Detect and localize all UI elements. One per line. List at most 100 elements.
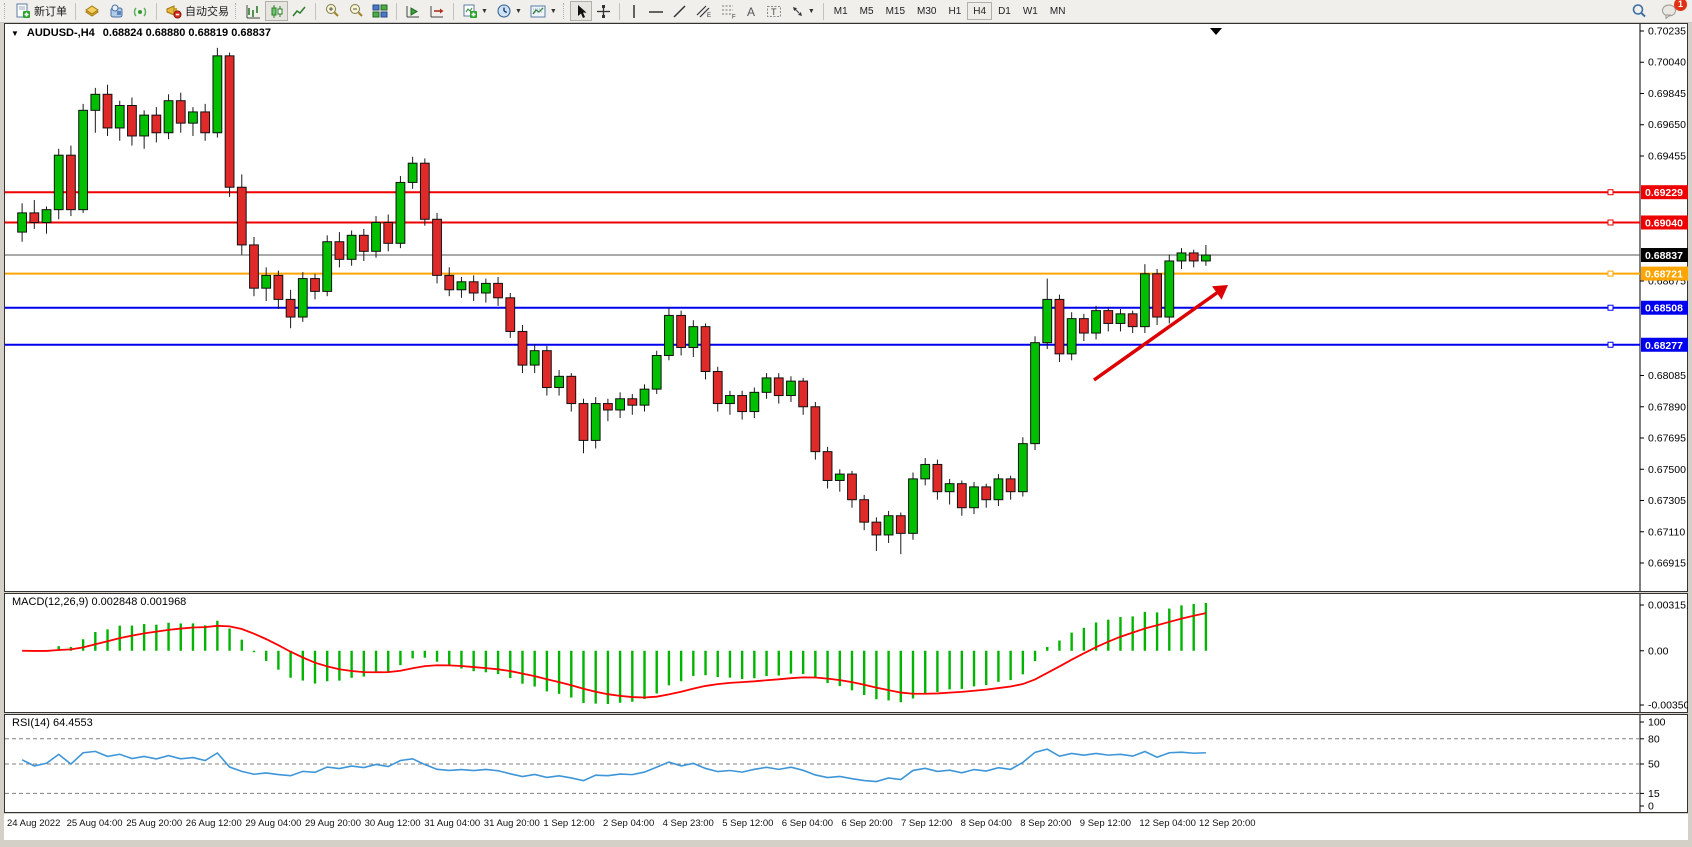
macd-panel[interactable]: MACD(12,26,9) 0.002848 0.001968 0.003151… bbox=[4, 593, 1692, 713]
toolbar-drag-handle[interactable] bbox=[235, 3, 240, 19]
time-axis-label: 30 Aug 12:00 bbox=[364, 818, 421, 829]
tile-windows-icon bbox=[372, 4, 388, 18]
zoom-out-button[interactable] bbox=[344, 1, 368, 21]
svg-text:0.68085: 0.68085 bbox=[1648, 370, 1686, 382]
macd-label: MACD(12,26,9) 0.002848 0.001968 bbox=[12, 596, 186, 608]
crosshair-tool-button[interactable] bbox=[592, 1, 615, 21]
time-axis-label: 26 Aug 12:00 bbox=[185, 818, 242, 829]
tile-windows-button[interactable] bbox=[368, 1, 392, 21]
rsi-name: RSI(14) bbox=[12, 717, 50, 729]
rsi-axis: 100 80 50 150 bbox=[1640, 717, 1666, 813]
chart-shift-button[interactable] bbox=[425, 1, 449, 21]
time-axis-label: 25 Aug 20:00 bbox=[126, 818, 183, 829]
label-tool-button[interactable]: T bbox=[762, 1, 786, 21]
time-axis-label: 7 Sep 12:00 bbox=[901, 818, 953, 829]
line-handle bbox=[1607, 219, 1614, 226]
line-chart-mode-button[interactable] bbox=[288, 1, 311, 21]
chart-collapse-icon[interactable]: ▼ bbox=[11, 28, 19, 38]
auto-scroll-button[interactable] bbox=[401, 1, 425, 21]
time-axis-label: 12 Sep 04:00 bbox=[1139, 818, 1196, 829]
svg-text:0.69455: 0.69455 bbox=[1648, 150, 1686, 162]
arrows-tool-button[interactable]: ▼ bbox=[786, 1, 819, 21]
toolbar-drag-handle[interactable] bbox=[4, 3, 9, 19]
time-axis-label: 6 Sep 04:00 bbox=[781, 818, 834, 829]
templates-button[interactable]: ▼ bbox=[526, 1, 561, 21]
candlestick-icon bbox=[271, 4, 283, 18]
toolbar-drag-handle[interactable] bbox=[562, 3, 568, 19]
timeframe-h4-button[interactable]: H4 bbox=[967, 2, 993, 20]
profile-button[interactable] bbox=[104, 1, 128, 21]
timeframe-w1-button[interactable]: W1 bbox=[1017, 2, 1044, 20]
macd-svg[interactable]: 0.003151 0.00 -0.003509 bbox=[4, 593, 1692, 713]
toolbar-separator bbox=[396, 2, 397, 20]
toolbar: 新订单 自动交易 bbox=[0, 0, 1692, 23]
line-handle bbox=[1607, 189, 1614, 196]
trend-arrow-head bbox=[1212, 285, 1228, 300]
zoom-in-button[interactable] bbox=[320, 1, 344, 21]
new-chart-button[interactable]: ▼ bbox=[458, 1, 492, 21]
text-tool-button[interactable]: A bbox=[741, 1, 762, 21]
vline-tool-button[interactable] bbox=[624, 1, 644, 21]
svg-text:0.70040: 0.70040 bbox=[1648, 57, 1686, 69]
time-axis-label: 1 Sep 12:00 bbox=[543, 818, 595, 829]
signals-button[interactable] bbox=[128, 1, 152, 21]
macd-values: 0.002848 0.001968 bbox=[91, 596, 187, 608]
bar-chart-icon bbox=[246, 4, 260, 18]
autotrading-button[interactable]: 自动交易 bbox=[161, 1, 233, 21]
svg-text:0.003151: 0.003151 bbox=[1648, 600, 1688, 612]
trendline-tool-button[interactable] bbox=[668, 1, 691, 21]
market-watch-button[interactable] bbox=[80, 1, 104, 21]
megaphone-icon bbox=[166, 5, 182, 19]
timeframe-mn-button[interactable]: MN bbox=[1044, 2, 1072, 20]
rsi-label: RSI(14) 64.4553 bbox=[12, 717, 93, 729]
timeframe-m30-button[interactable]: M30 bbox=[911, 2, 942, 20]
channel-tool-button[interactable]: E bbox=[691, 1, 716, 21]
line-handle bbox=[1607, 270, 1614, 277]
periods-button[interactable]: ▼ bbox=[492, 1, 526, 21]
dropdown-caret: ▼ bbox=[807, 7, 815, 15]
time-axis[interactable]: 24 Aug 2022 25 Aug 04:00 25 Aug 20:00 26 Au… bbox=[4, 814, 1688, 840]
svg-text:0.69650: 0.69650 bbox=[1648, 119, 1686, 131]
time-axis-label: 31 Aug 20:00 bbox=[483, 818, 540, 829]
hline-tool-button[interactable] bbox=[644, 1, 668, 21]
svg-text:0.67110: 0.67110 bbox=[1648, 526, 1685, 538]
search-button[interactable] bbox=[1627, 1, 1651, 21]
rsi-panel[interactable]: RSI(14) 64.4553 100 80 50 15 0 bbox=[4, 714, 1688, 813]
notifications-button[interactable]: 1 bbox=[1657, 0, 1687, 21]
rsi-svg[interactable]: 100 80 50 150 bbox=[4, 714, 1688, 813]
horizontal-line-icon bbox=[648, 10, 663, 13]
timeframe-m1-button[interactable]: M1 bbox=[828, 2, 854, 20]
macd-name: MACD(12,26,9) bbox=[12, 596, 89, 608]
chart-shift-icon bbox=[430, 5, 444, 17]
timeframe-m5-button[interactable]: M5 bbox=[854, 2, 880, 20]
equidistant-channel-icon: E bbox=[696, 5, 711, 19]
new-order-icon bbox=[16, 3, 30, 18]
new-order-button[interactable]: 新订单 bbox=[11, 1, 71, 21]
person-icon bbox=[110, 4, 123, 18]
timeframe-m15-button[interactable]: M15 bbox=[880, 2, 911, 20]
fibonacci-tool-button[interactable]: F bbox=[716, 1, 741, 21]
candlestick-mode-button[interactable] bbox=[265, 1, 288, 21]
timeframe-d1-button[interactable]: D1 bbox=[992, 2, 1017, 20]
bar-chart-mode-button[interactable] bbox=[242, 1, 265, 21]
price-chart-panel[interactable]: ▼ AUDUSD-,H4 0.68824 0.68880 0.68819 0.6… bbox=[4, 23, 1688, 592]
svg-text:0.67695: 0.67695 bbox=[1648, 433, 1686, 445]
crosshair-icon bbox=[596, 4, 610, 18]
time-axis-label: 8 Sep 20:00 bbox=[1020, 818, 1072, 829]
clock-icon bbox=[497, 4, 511, 18]
toolbar-separator bbox=[618, 2, 620, 20]
svg-text:0.66915: 0.66915 bbox=[1648, 558, 1686, 570]
search-icon bbox=[1632, 4, 1646, 18]
trendline-icon bbox=[673, 4, 686, 18]
fibonacci-icon: F bbox=[721, 5, 736, 19]
timeframe-h1-button[interactable]: H1 bbox=[942, 2, 967, 20]
line-chart-icon bbox=[292, 6, 306, 16]
svg-text:0.67305: 0.67305 bbox=[1648, 495, 1686, 507]
cursor-tool-button[interactable] bbox=[569, 1, 592, 21]
svg-text:E: E bbox=[707, 13, 711, 19]
price-chart-svg[interactable]: 0.702350.700400.698450.696500.694550.686… bbox=[4, 23, 1688, 592]
chat-bubble-icon bbox=[1662, 4, 1676, 19]
time-axis-label: 4 Sep 23:00 bbox=[662, 818, 714, 829]
dropdown-caret: ▼ bbox=[549, 7, 557, 15]
toolbar-separator bbox=[453, 2, 454, 20]
